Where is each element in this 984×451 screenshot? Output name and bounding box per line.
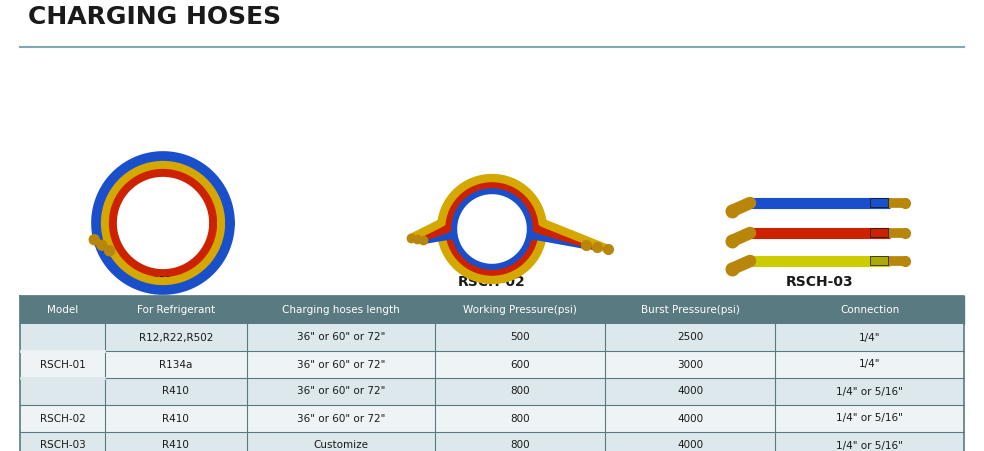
Text: Model: Model <box>47 305 78 315</box>
Text: RSCH-03: RSCH-03 <box>786 275 854 289</box>
Text: RSCH-03: RSCH-03 <box>39 441 86 451</box>
Text: R12,R22,R502: R12,R22,R502 <box>139 332 213 342</box>
Text: 4000: 4000 <box>677 387 704 396</box>
Bar <box>20 378 964 405</box>
Text: 1/4" or 5/16": 1/4" or 5/16" <box>836 387 903 396</box>
Text: 1/4" or 5/16": 1/4" or 5/16" <box>836 414 903 423</box>
Text: 3000: 3000 <box>677 359 704 369</box>
Bar <box>20 405 964 432</box>
Text: RSCH-02: RSCH-02 <box>459 275 525 289</box>
Circle shape <box>96 240 107 250</box>
Text: RSCH-01: RSCH-01 <box>39 359 86 369</box>
Text: 800: 800 <box>511 387 530 396</box>
Bar <box>870 256 888 265</box>
Text: 36" or 60" or 72": 36" or 60" or 72" <box>297 387 385 396</box>
Text: Connection: Connection <box>840 305 899 315</box>
Text: 1/4" or 5/16": 1/4" or 5/16" <box>836 441 903 451</box>
Bar <box>20 296 964 324</box>
Text: R410: R410 <box>162 387 189 396</box>
Text: Customize: Customize <box>314 441 368 451</box>
Circle shape <box>90 235 99 245</box>
Text: R134a: R134a <box>159 359 193 369</box>
Text: RSCH-01: RSCH-01 <box>129 275 197 289</box>
Text: 800: 800 <box>511 441 530 451</box>
Bar <box>870 198 888 207</box>
Text: 36" or 60" or 72": 36" or 60" or 72" <box>297 359 385 369</box>
Text: CHARGING HOSES: CHARGING HOSES <box>28 5 281 29</box>
Text: 36" or 60" or 72": 36" or 60" or 72" <box>297 332 385 342</box>
Text: 800: 800 <box>511 414 530 423</box>
Bar <box>20 324 964 351</box>
Circle shape <box>104 246 114 256</box>
Text: Burst Pressure(psi): Burst Pressure(psi) <box>641 305 740 315</box>
Text: R410: R410 <box>162 414 189 423</box>
Bar <box>20 351 964 378</box>
Text: 1/4": 1/4" <box>859 332 881 342</box>
Text: 36" or 60" or 72": 36" or 60" or 72" <box>297 414 385 423</box>
Bar <box>20 432 964 451</box>
Text: R410: R410 <box>162 441 189 451</box>
Text: 500: 500 <box>511 332 530 342</box>
Text: RSCH-02: RSCH-02 <box>39 414 86 423</box>
Text: Working Pressure(psi): Working Pressure(psi) <box>463 305 578 315</box>
Text: 4000: 4000 <box>677 414 704 423</box>
Text: 600: 600 <box>511 359 530 369</box>
Text: 1/4": 1/4" <box>859 359 881 369</box>
Text: 2500: 2500 <box>677 332 704 342</box>
Bar <box>870 228 888 237</box>
Text: 4000: 4000 <box>677 441 704 451</box>
Text: Charging hoses length: Charging hoses length <box>282 305 400 315</box>
Text: For Refrigerant: For Refrigerant <box>137 305 215 315</box>
